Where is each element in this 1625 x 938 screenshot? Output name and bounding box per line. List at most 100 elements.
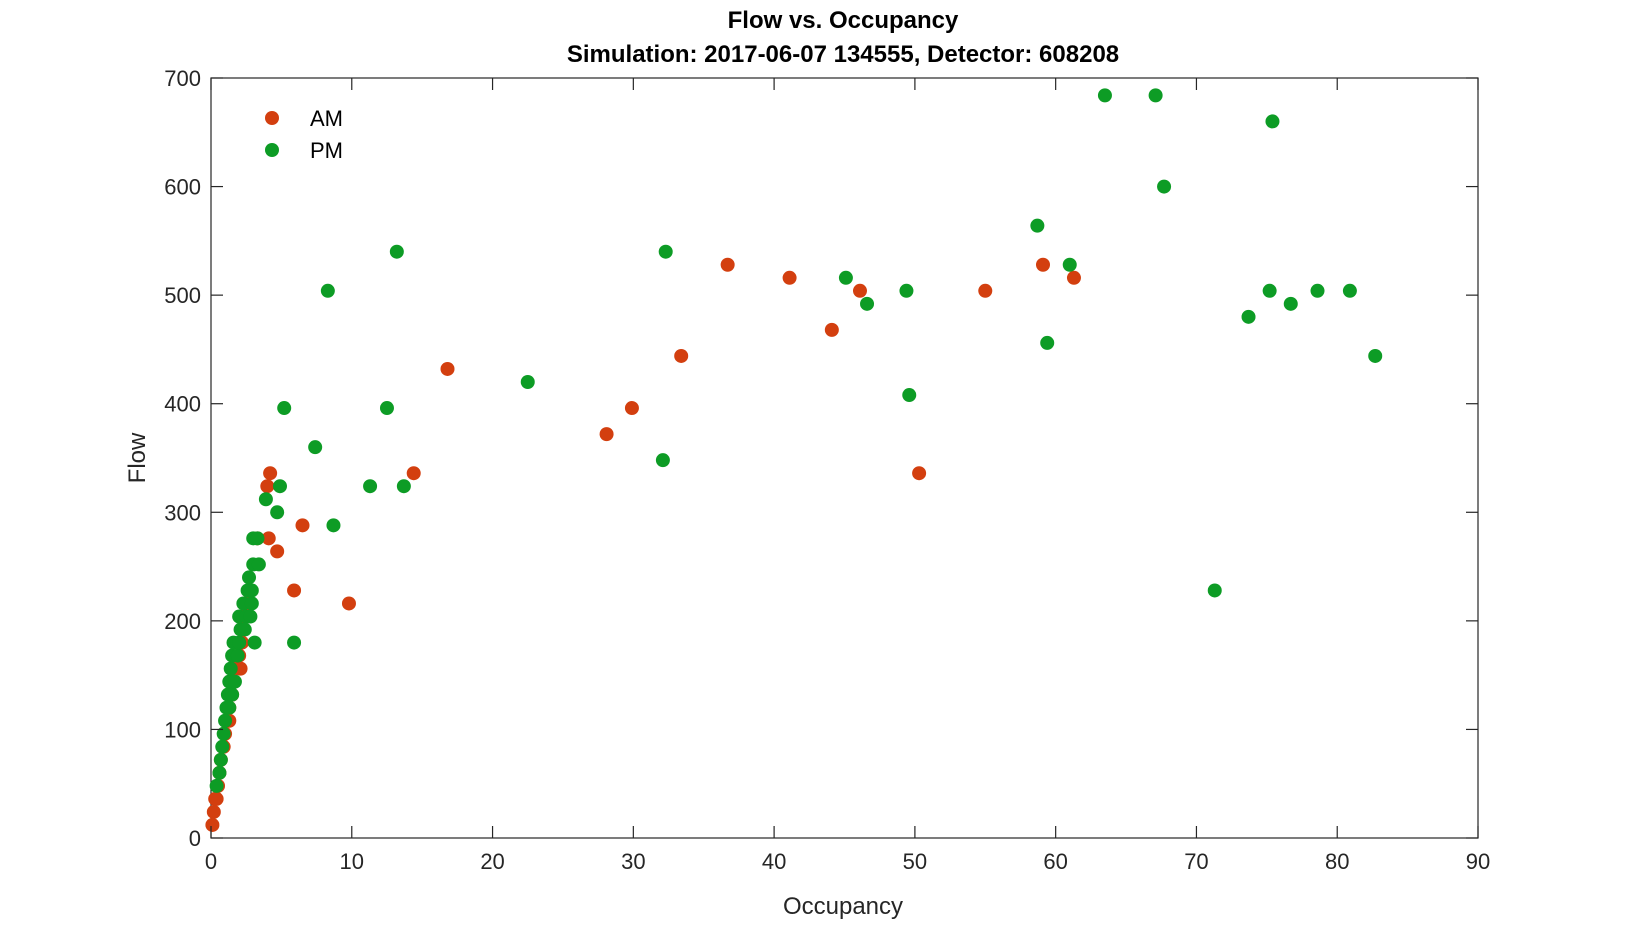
y-tick-label: 200: [164, 609, 201, 634]
legend-label-am: AM: [310, 106, 343, 131]
data-point-pm: [230, 648, 245, 663]
data-point-am: [1066, 270, 1081, 285]
data-point-pm: [244, 596, 259, 611]
y-tick-label: 0: [189, 826, 201, 851]
data-point-pm: [270, 505, 285, 520]
x-tick-label: 80: [1325, 849, 1349, 874]
data-points: [205, 88, 1383, 832]
y-axis-ticks: 0 100 200 300 400 500 600 700: [164, 66, 1478, 851]
data-point-pm: [277, 401, 292, 416]
data-point-am: [270, 544, 285, 559]
data-point-pm: [389, 244, 404, 259]
data-point-pm: [379, 401, 394, 416]
data-point-am: [674, 348, 689, 363]
y-tick-label: 400: [164, 392, 201, 417]
chart-subtitle: Simulation: 2017-06-07 134555, Detector:…: [567, 41, 1119, 68]
data-point-pm: [251, 557, 266, 572]
data-point-am: [978, 283, 993, 298]
data-point-pm: [213, 752, 228, 767]
data-point-am: [624, 401, 639, 416]
data-point-pm: [860, 296, 875, 311]
data-point-pm: [223, 661, 238, 676]
data-point-pm: [396, 479, 411, 494]
data-point-am: [782, 270, 797, 285]
data-point-pm: [1097, 88, 1112, 103]
x-tick-label: 40: [762, 849, 786, 874]
x-tick-label: 30: [621, 849, 645, 874]
data-point-am: [206, 804, 221, 819]
data-point-pm: [250, 531, 265, 546]
data-point-am: [233, 661, 248, 676]
legend: AM PM: [265, 106, 343, 163]
data-point-pm: [520, 375, 535, 389]
data-point-am: [824, 322, 839, 337]
data-point-pm: [1241, 309, 1256, 324]
data-point-pm: [215, 739, 230, 754]
data-point-pm: [308, 440, 323, 455]
x-tick-label: 60: [1043, 849, 1067, 874]
data-point-pm: [1030, 218, 1045, 233]
y-axis-label: Flow: [124, 432, 151, 483]
data-point-pm: [1368, 348, 1383, 363]
data-point-am: [205, 817, 220, 832]
data-point-pm: [1342, 283, 1357, 298]
data-point-pm: [216, 726, 231, 741]
y-tick-label: 700: [164, 66, 201, 91]
data-point-pm: [1148, 88, 1163, 103]
data-point-pm: [212, 765, 227, 780]
y-tick-label: 500: [164, 283, 201, 308]
data-point-am: [1035, 257, 1050, 272]
series-pm: [209, 88, 1383, 793]
x-axis-label: Occupancy: [783, 893, 903, 920]
data-point-pm: [247, 635, 262, 650]
data-point-pm: [1283, 296, 1298, 311]
axes-box: [210, 77, 1479, 839]
data-point-pm: [222, 700, 237, 715]
data-point-am: [263, 466, 278, 481]
x-tick-label: 90: [1466, 849, 1490, 874]
x-tick-label: 50: [903, 849, 927, 874]
data-point-pm: [244, 583, 259, 598]
data-point-am: [341, 596, 356, 611]
data-point-am: [440, 361, 455, 376]
legend-marker-pm: [265, 143, 279, 157]
data-point-pm: [1265, 114, 1280, 129]
data-point-pm: [658, 244, 673, 259]
data-point-pm: [899, 283, 914, 298]
x-tick-label: 10: [340, 849, 364, 874]
data-point-am: [287, 583, 302, 598]
data-point-am: [912, 466, 927, 481]
data-point-pm: [655, 453, 670, 468]
data-point-pm: [237, 622, 252, 637]
data-point-am: [260, 479, 275, 494]
y-tick-label: 300: [164, 500, 201, 525]
data-point-am: [209, 791, 224, 806]
data-point-am: [852, 283, 867, 298]
data-point-am: [599, 427, 614, 442]
data-point-pm: [838, 270, 853, 285]
data-point-pm: [242, 570, 257, 585]
data-point-am: [720, 257, 735, 272]
data-point-pm: [1310, 283, 1325, 298]
data-point-pm: [287, 635, 302, 650]
data-point-pm: [227, 674, 242, 689]
x-tick-label: 20: [480, 849, 504, 874]
data-point-pm: [320, 283, 335, 298]
data-point-pm: [363, 479, 378, 494]
data-point-am: [261, 531, 276, 546]
y-tick-label: 100: [164, 717, 201, 742]
chart-title: Flow vs. Occupancy: [728, 7, 959, 34]
data-point-pm: [1040, 335, 1055, 350]
legend-marker-am: [265, 111, 279, 125]
data-point-pm: [1207, 583, 1222, 598]
data-point-am: [295, 518, 310, 533]
x-tick-label: 70: [1184, 849, 1208, 874]
data-point-pm: [326, 518, 341, 533]
data-point-pm: [243, 609, 258, 624]
data-point-pm: [232, 635, 247, 650]
legend-label-pm: PM: [310, 138, 343, 163]
data-point-pm: [1157, 179, 1172, 194]
data-point-pm: [902, 388, 917, 403]
x-tick-label: 0: [205, 849, 217, 874]
